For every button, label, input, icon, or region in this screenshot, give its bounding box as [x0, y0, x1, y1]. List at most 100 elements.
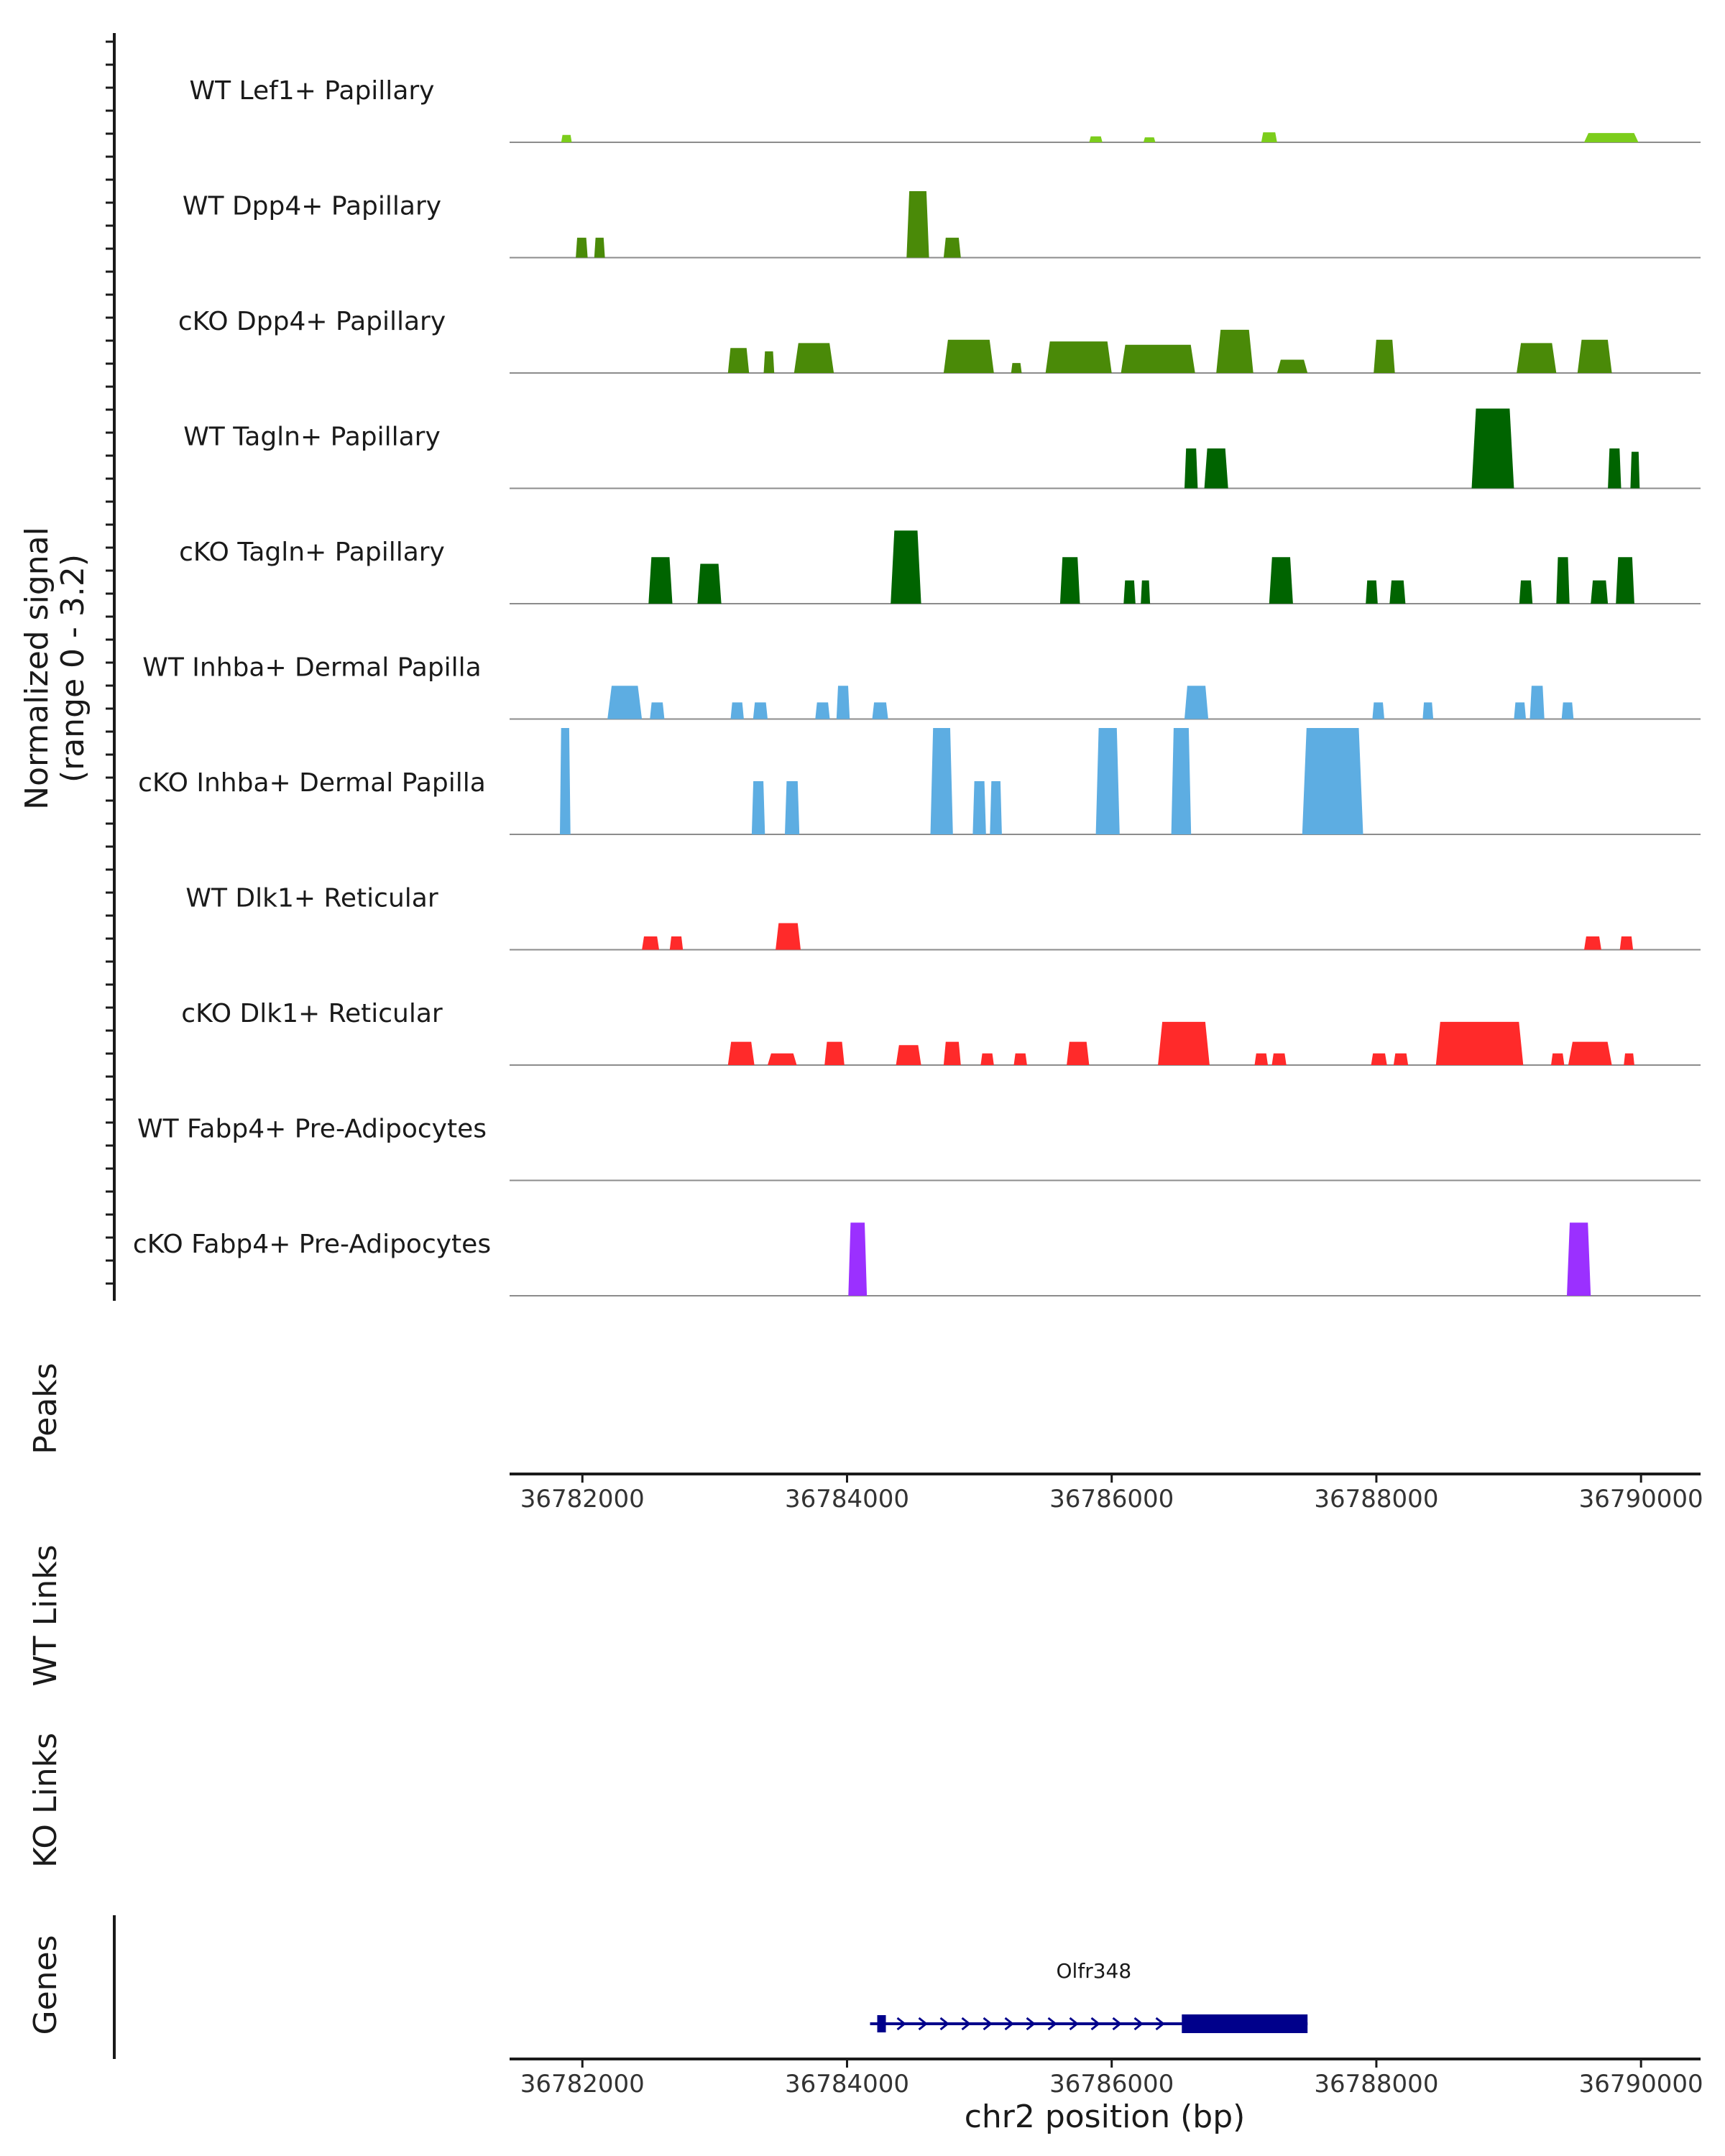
- coverage-yrange-label: (range 0 - 3.2): [55, 554, 91, 783]
- signal-peak: [891, 530, 921, 604]
- coverage-y-ticks: [106, 40, 114, 1285]
- strand-arrow: [918, 2017, 928, 2031]
- strand-arrow: [1133, 2017, 1144, 2031]
- signal-peak: [1624, 1053, 1634, 1065]
- signal-peak: [753, 702, 768, 719]
- signal-peak: [1591, 580, 1609, 604]
- x-tick-label: 36784000: [785, 2070, 909, 2099]
- track-7: WT Dlk1+ Reticular: [185, 884, 1701, 951]
- signal-peak: [836, 686, 850, 719]
- track-label: WT Dpp4+ Papillary: [183, 192, 441, 221]
- track-1: WT Dpp4+ Papillary: [183, 191, 1701, 259]
- track-2: cKO Dpp4+ Papillary: [178, 307, 1701, 374]
- signal-peak: [1302, 728, 1363, 834]
- signal-peak: [943, 339, 994, 373]
- strand-arrow: [1090, 2017, 1100, 2031]
- signal-peak: [594, 237, 605, 258]
- coverage-y-axis-title: Normalized signal (range 0 - 3.2): [19, 527, 91, 810]
- signal-peak: [1158, 1021, 1210, 1065]
- signal-peak: [1276, 359, 1308, 373]
- strand-arrow: [1026, 2017, 1036, 2031]
- signal-peak: [669, 936, 684, 950]
- signal-peak: [1517, 343, 1557, 373]
- signal-peak: [751, 781, 765, 834]
- x-tick-label: 36782000: [520, 1485, 645, 1514]
- genes-panel: Olfr348: [870, 1959, 1308, 2033]
- strand-arrow: [1047, 2017, 1057, 2031]
- signal-peak: [1271, 1053, 1287, 1065]
- signal-peak: [1366, 580, 1378, 604]
- track-label: WT Lef1+ Papillary: [190, 76, 435, 106]
- signal-peak: [1568, 1041, 1612, 1065]
- signal-peak: [1184, 448, 1198, 489]
- genes-x-axis-ticks: 36782000 36784000 36786000 36788000 36790000: [520, 2059, 1703, 2099]
- gene-exon: [877, 2015, 886, 2032]
- signal-peak: [1435, 1021, 1524, 1065]
- signal-peak: [650, 702, 665, 719]
- signal-peak: [1216, 329, 1254, 373]
- signal-peak: [824, 1041, 845, 1065]
- x-tick-label: 36786000: [1049, 1485, 1174, 1514]
- signal-peak: [1067, 1041, 1090, 1065]
- gene-cds: [1182, 2014, 1308, 2033]
- signal-peak: [607, 686, 643, 719]
- strand-arrow: [896, 2017, 906, 2031]
- track-label: WT Tagln+ Papillary: [183, 423, 441, 452]
- track-0: WT Lef1+ Papillary: [190, 76, 1701, 143]
- signal-peak: [906, 191, 929, 258]
- signal-peak: [1584, 936, 1601, 950]
- peaks-x-axis-ticks: 36782000 36784000 36786000 36788000 36790000: [520, 1474, 1703, 1514]
- strand-arrow: [983, 2017, 993, 2031]
- track-6: cKO Inhba+ Dermal Papilla: [138, 728, 1701, 835]
- signal-peak: [1530, 686, 1545, 719]
- peaks-panel-title: Peaks: [27, 1363, 64, 1454]
- signal-peak: [848, 1222, 868, 1296]
- track-label: WT Fabp4+ Pre-Adipocytes: [137, 1115, 487, 1144]
- x-tick-label: 36790000: [1579, 2070, 1703, 2099]
- signal-peak: [872, 702, 888, 719]
- strand-arrow: [939, 2017, 949, 2031]
- signal-peak: [1551, 1053, 1565, 1065]
- signal-peak: [1393, 1053, 1409, 1065]
- track-label: cKO Inhba+ Dermal Papilla: [138, 768, 486, 798]
- x-tick-label: 36786000: [1049, 2070, 1174, 2099]
- signal-peak: [1608, 448, 1622, 489]
- signal-peak: [642, 936, 659, 950]
- signal-peak: [1261, 132, 1277, 142]
- genes-panel-title: Genes: [27, 1935, 64, 2035]
- signal-peak: [1204, 448, 1228, 489]
- signal-peak: [1045, 341, 1112, 373]
- x-axis-title: chr2 position (bp): [965, 2099, 1246, 2135]
- signal-peak: [1123, 580, 1136, 604]
- signal-peak: [1471, 408, 1514, 489]
- signal-peak: [1519, 580, 1533, 604]
- track-label: cKO Dlk1+ Reticular: [181, 999, 443, 1028]
- strand-arrow: [1069, 2017, 1079, 2031]
- signal-peak: [776, 923, 801, 950]
- signal-peak: [1630, 451, 1640, 489]
- signal-peak: [1389, 580, 1406, 604]
- signal-peak: [1371, 1053, 1387, 1065]
- signal-peak: [727, 1041, 755, 1065]
- signal-peak: [896, 1045, 921, 1065]
- track-9: WT Fabp4+ Pre-Adipocytes: [137, 1115, 1701, 1181]
- signal-peak: [1059, 557, 1080, 604]
- signal-peak: [727, 348, 750, 373]
- wt-links-panel-title: WT Links: [27, 1544, 64, 1686]
- signal-peak: [576, 237, 588, 258]
- track-8: cKO Dlk1+ Reticular: [181, 999, 1701, 1066]
- signal-peak: [648, 557, 673, 604]
- signal-peak: [1577, 339, 1612, 373]
- signal-peak: [697, 563, 722, 604]
- track-label: cKO Fabp4+ Pre-Adipocytes: [133, 1230, 491, 1259]
- ko-links-panel-title: KO Links: [27, 1733, 64, 1868]
- signal-peak: [1374, 339, 1395, 373]
- signal-peak: [561, 134, 572, 142]
- signal-peak: [1089, 136, 1103, 142]
- strand-arrow: [961, 2017, 971, 2031]
- track-label: cKO Dpp4+ Papillary: [178, 307, 446, 336]
- signal-peak: [1141, 580, 1151, 604]
- signal-peak: [815, 702, 830, 719]
- signal-peak: [785, 781, 800, 834]
